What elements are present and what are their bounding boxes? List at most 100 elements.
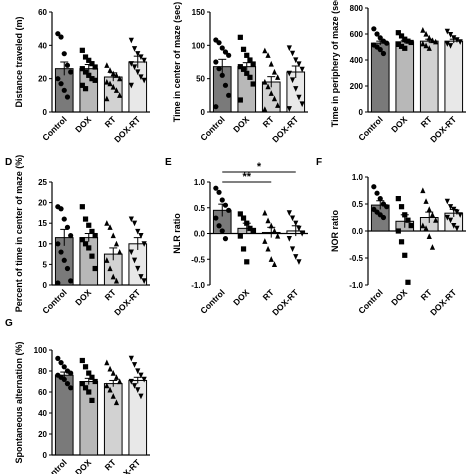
data-point [286, 106, 292, 112]
data-point [58, 360, 64, 366]
data-point [380, 50, 387, 57]
data-point [82, 364, 89, 370]
data-point [447, 43, 454, 49]
data-point [113, 374, 120, 380]
data-point [141, 57, 147, 64]
y-tick-label: -1.0 [349, 281, 363, 290]
x-tick-label: Control [40, 114, 68, 142]
data-point [141, 376, 147, 383]
data-point [89, 61, 95, 67]
data-point [265, 245, 271, 252]
y-tick-label: -1.0 [191, 281, 205, 290]
data-point [395, 196, 401, 202]
x-tick-label: DOX [389, 287, 409, 307]
chart-panel-b: 0 50 100 150 Time in center of maze (sec) Con… [172, 2, 308, 144]
y-tick-label: 400 [350, 56, 364, 65]
data-point [454, 225, 460, 232]
data-point [55, 76, 61, 82]
data-point [110, 70, 116, 77]
bar-control [370, 42, 390, 113]
x-tick-label: Control [40, 287, 68, 315]
data-point [79, 82, 85, 88]
data-point [138, 393, 144, 400]
x-tick-label: DOX [73, 114, 93, 134]
y-tick-label: 40 [38, 41, 47, 50]
data-point [262, 209, 268, 216]
data-point [244, 52, 250, 58]
y-axis-label: Time in periphery of maze (sec) [330, 0, 340, 127]
bar-dox [395, 41, 415, 113]
data-point [289, 246, 296, 253]
y-axis-label: Percent of time in center of maze (%) [14, 155, 24, 313]
data-point [247, 57, 253, 63]
x-tick-label: DOX-RT [428, 287, 459, 318]
x-tick-label: DOX-RT [112, 114, 143, 145]
data-point [222, 49, 229, 55]
data-point [219, 197, 225, 203]
y-tick-label: 800 [350, 4, 364, 13]
data-point [377, 35, 383, 41]
data-point [79, 204, 85, 210]
y-tick-label: 20 [38, 430, 47, 439]
data-point [131, 220, 138, 227]
data-point [86, 222, 92, 228]
data-point [61, 87, 67, 93]
chart-panel-c: 0 200 400 600 800 Time in periphery of maze (… [330, 0, 466, 144]
data-point [402, 45, 408, 51]
data-point [216, 223, 222, 229]
data-point [113, 72, 120, 78]
data-point [237, 64, 243, 70]
x-tick-label: Control [198, 114, 226, 142]
data-point [286, 236, 292, 242]
data-point [271, 227, 278, 234]
data-point [131, 257, 138, 264]
data-point [262, 78, 268, 85]
data-point [395, 41, 401, 47]
data-point [86, 57, 92, 63]
data-point [289, 50, 296, 57]
data-point [141, 77, 147, 84]
chart-panel-a: 0 20 40 60 Distance traveled (m) Control DOX RT… [14, 8, 150, 144]
x-tick-label: RT [103, 287, 119, 303]
data-point [128, 82, 134, 89]
data-point [219, 45, 225, 51]
data-point [271, 68, 278, 75]
data-point [89, 253, 95, 259]
data-point [247, 225, 253, 231]
data-point [265, 83, 271, 90]
data-point [61, 376, 67, 382]
data-point [289, 77, 296, 84]
data-point [426, 233, 432, 239]
data-point [135, 69, 141, 76]
data-point [377, 47, 383, 53]
data-point [131, 383, 138, 389]
x-tick-label: Control [198, 287, 226, 315]
data-point [64, 381, 71, 387]
data-point [107, 80, 113, 87]
data-point [128, 216, 134, 223]
data-point [64, 224, 71, 230]
data-point [380, 214, 387, 221]
data-point [271, 95, 278, 102]
data-point [89, 228, 95, 235]
data-point [104, 220, 110, 226]
data-point [82, 241, 89, 247]
data-point [371, 26, 377, 32]
data-point [289, 215, 296, 222]
panel-letter: G [5, 318, 13, 329]
data-point [138, 54, 144, 61]
data-point [64, 94, 71, 100]
data-point [107, 67, 113, 73]
data-point [451, 35, 457, 41]
y-tick-label: 0 [201, 108, 206, 117]
data-point [138, 232, 144, 239]
data-point [296, 94, 302, 101]
y-axis-label: NLR ratio [172, 213, 182, 254]
data-point [107, 224, 113, 230]
data-point [117, 378, 123, 385]
data-point [89, 374, 95, 380]
y-tick-label: 50 [196, 75, 205, 84]
x-tick-label: DOX-RT [112, 287, 143, 318]
